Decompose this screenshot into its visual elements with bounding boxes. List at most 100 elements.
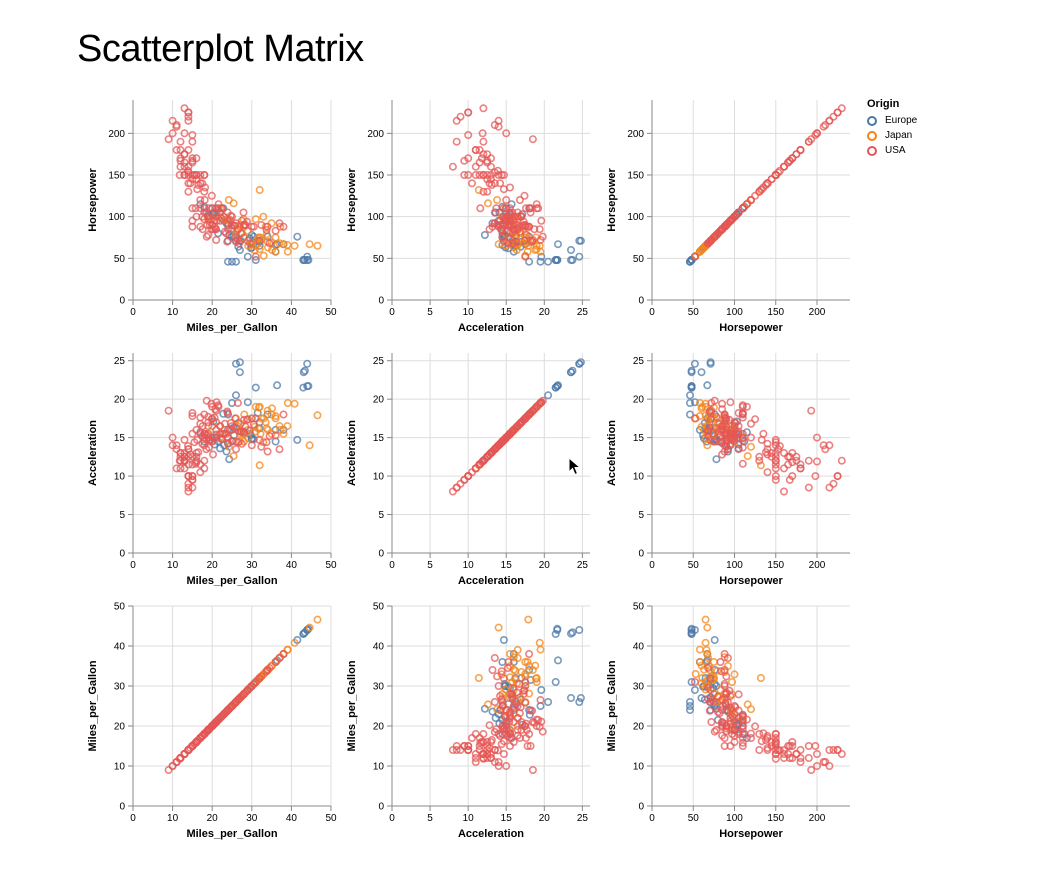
point-japan xyxy=(262,424,271,433)
y-tick-label: 200 xyxy=(367,129,384,140)
point-usa xyxy=(204,422,213,431)
y-tick-label: 50 xyxy=(114,602,126,613)
point-japan xyxy=(255,461,264,470)
point-usa xyxy=(493,746,502,755)
point-europe xyxy=(697,368,706,377)
point-usa xyxy=(715,709,724,718)
point-usa xyxy=(479,187,488,196)
point-usa xyxy=(479,456,488,465)
point-usa xyxy=(478,129,487,138)
point-usa xyxy=(228,212,237,221)
x-tick-label: 10 xyxy=(463,307,475,318)
x-tick-label: 5 xyxy=(427,560,433,571)
point-usa xyxy=(715,227,724,236)
y-tick-label: 10 xyxy=(373,762,385,773)
point-usa xyxy=(255,435,264,444)
point-usa xyxy=(690,414,699,423)
point-usa xyxy=(499,171,508,180)
x-axis-title: Miles_per_Gallon xyxy=(186,828,277,840)
y-tick-label: 20 xyxy=(114,395,126,406)
point-usa xyxy=(176,464,185,473)
point-usa xyxy=(503,239,512,248)
point-usa xyxy=(509,703,518,712)
point-usa xyxy=(707,717,716,726)
point-europe xyxy=(566,246,575,255)
point-japan xyxy=(536,247,545,256)
point-usa xyxy=(807,765,816,774)
point-usa xyxy=(710,727,719,736)
y-axis-title: Miles_per_Gallon xyxy=(606,660,618,751)
point-usa xyxy=(257,442,266,451)
cell-horsepower-vs-miles-per-gallon: 0 10 20 30 40 50 0 50 100 150 200 Miles_per_Gallon H… xyxy=(87,100,337,334)
point-usa xyxy=(168,129,177,138)
y-tick-label: 150 xyxy=(627,171,644,182)
point-usa xyxy=(223,208,232,217)
point-usa xyxy=(475,733,484,742)
point-usa xyxy=(490,121,499,130)
point-usa xyxy=(175,171,184,180)
point-usa xyxy=(188,137,197,146)
point-usa xyxy=(494,681,503,690)
cell-acceleration-vs-acceleration: 0 5 10 15 20 25 0 5 10 15 20 25 Acceleration Accelera… xyxy=(346,353,590,587)
point-usa xyxy=(265,239,274,248)
y-axis-title: Miles_per_Gallon xyxy=(87,660,99,751)
x-tick-label: 200 xyxy=(809,307,826,318)
point-usa xyxy=(738,204,747,213)
point-usa xyxy=(706,674,715,683)
point-usa xyxy=(779,464,788,473)
point-usa xyxy=(746,733,755,742)
point-usa xyxy=(704,432,713,441)
point-usa xyxy=(448,162,457,171)
point-usa xyxy=(492,725,501,734)
point-usa xyxy=(812,129,821,138)
point-usa xyxy=(833,472,842,481)
point-usa xyxy=(475,171,484,180)
y-axis-title: Horsepower xyxy=(606,167,618,231)
point-usa xyxy=(191,204,200,213)
point-europe xyxy=(251,383,260,392)
point-usa xyxy=(738,711,747,720)
x-tick-label: 30 xyxy=(246,813,258,824)
x-tick-label: 50 xyxy=(688,813,700,824)
point-usa xyxy=(509,683,518,692)
x-tick-label: 0 xyxy=(389,560,395,571)
point-usa xyxy=(521,719,530,728)
point-usa xyxy=(471,753,480,762)
y-axis-title: Acceleration xyxy=(346,420,358,486)
point-japan xyxy=(509,653,518,662)
point-usa xyxy=(460,156,469,165)
point-japan xyxy=(229,452,238,461)
x-tick-label: 0 xyxy=(649,307,655,318)
point-usa xyxy=(249,420,258,429)
point-usa xyxy=(176,154,185,163)
point-usa xyxy=(231,414,240,423)
point-usa xyxy=(523,741,532,750)
point-usa xyxy=(180,150,189,159)
point-europe xyxy=(685,697,694,706)
point-usa xyxy=(690,252,699,261)
point-japan xyxy=(271,247,280,256)
point-usa xyxy=(508,692,517,701)
point-usa xyxy=(833,108,842,117)
point-usa xyxy=(515,679,524,688)
point-europe xyxy=(687,383,696,392)
point-europe xyxy=(480,231,489,240)
point-europe xyxy=(251,255,260,264)
point-usa xyxy=(464,108,473,117)
point-usa xyxy=(223,706,232,715)
y-tick-label: 200 xyxy=(108,129,125,140)
point-usa xyxy=(499,721,508,730)
point-usa xyxy=(504,657,513,666)
cell-horsepower-vs-acceleration: 0 5 10 15 20 25 0 50 100 150 200 Acceleration Horsep… xyxy=(346,100,590,334)
point-europe xyxy=(536,257,545,266)
point-europe xyxy=(690,398,699,407)
x-tick-label: 30 xyxy=(246,560,258,571)
point-usa xyxy=(218,204,227,213)
point-usa xyxy=(705,237,714,246)
point-usa xyxy=(263,665,272,674)
point-usa xyxy=(755,729,764,738)
x-tick-label: 50 xyxy=(688,560,700,571)
point-usa xyxy=(746,433,755,442)
point-usa xyxy=(722,221,731,230)
point-usa xyxy=(239,415,248,424)
